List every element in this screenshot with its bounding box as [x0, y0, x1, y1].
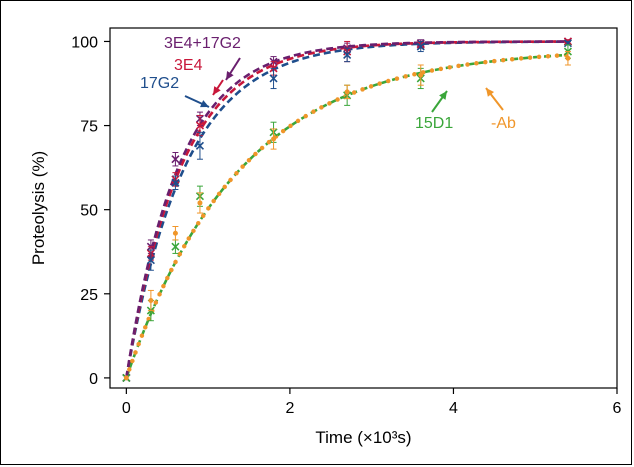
data-point	[148, 298, 154, 304]
y-tick-label: 75	[80, 119, 98, 136]
data-point	[344, 89, 350, 95]
data-point	[172, 230, 178, 236]
axes: 0 2 4 6 0 25 50 75 100	[71, 27, 622, 417]
x-axis-label: Time (×10³s)	[315, 428, 411, 447]
annotation-label: 17G2	[140, 75, 179, 92]
annotation-label: 15D1	[415, 115, 453, 132]
data-point	[418, 72, 424, 78]
annotation-arrowhead	[200, 100, 209, 108]
data-point	[146, 256, 155, 265]
annotation-arrowhead	[226, 71, 234, 80]
data-point	[565, 55, 571, 61]
y-tick-label: 50	[80, 203, 98, 220]
data-point	[195, 141, 205, 150]
annotation-label: 3E4+17G2	[164, 35, 241, 52]
y-tick-label: 100	[71, 34, 98, 51]
data-point	[171, 155, 180, 164]
y-tick-label: 0	[89, 371, 98, 388]
x-tick-label: 0	[122, 400, 131, 417]
x-tick-label: 4	[449, 400, 458, 417]
data-point	[197, 200, 203, 206]
x-tick-label: 6	[613, 400, 622, 417]
y-axis-label: Proteolysis (%)	[29, 151, 48, 265]
data-point	[343, 50, 352, 59]
annotation-label: -Ab	[491, 115, 516, 132]
annotation-arrowhead	[439, 91, 447, 100]
data-points	[122, 37, 573, 382]
data-point	[195, 121, 205, 130]
annotation-arrowhead	[213, 86, 221, 95]
data-point	[171, 242, 180, 251]
annotation-arrowhead	[486, 88, 495, 97]
data-point	[271, 136, 277, 142]
data-point	[171, 178, 180, 187]
data-point	[123, 375, 129, 381]
plot-border	[109, 27, 618, 389]
data-point	[269, 74, 278, 83]
y-tick-label: 25	[80, 287, 98, 304]
data-point	[416, 42, 425, 51]
data-point	[563, 39, 573, 48]
x-tick-label: 2	[285, 400, 294, 417]
annotation-label: 3E4	[174, 57, 203, 74]
